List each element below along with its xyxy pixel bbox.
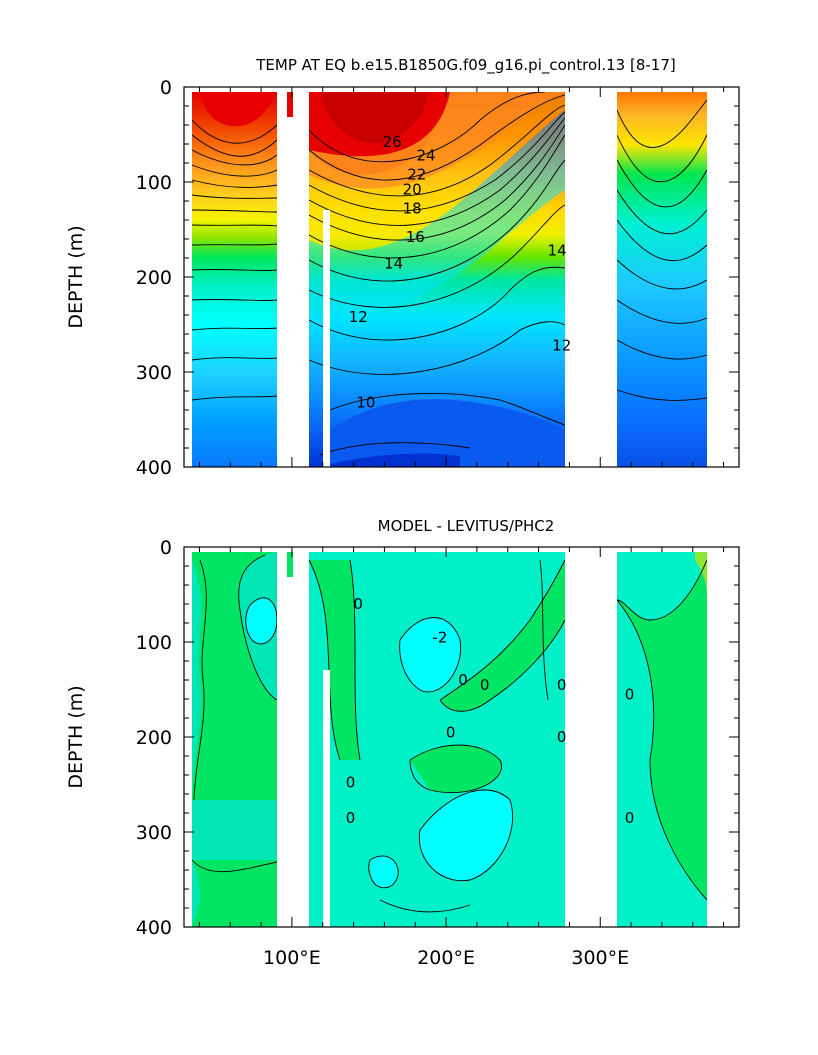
y-tick-label: 200 bbox=[136, 267, 172, 289]
central-deep-blue bbox=[330, 399, 565, 467]
contour-label: 0 bbox=[480, 676, 490, 694]
diff-yellowgreen-patch bbox=[695, 552, 707, 600]
contour-label: 0 bbox=[557, 676, 567, 694]
bottom-strip-green bbox=[287, 552, 293, 577]
contour-label: 24 bbox=[416, 146, 435, 164]
bottom-chart-title: MODEL - LEVITUS/PHC2 bbox=[378, 517, 555, 535]
contour-label: 12 bbox=[552, 336, 571, 354]
bottom-x-ticks: 100°E 200°E 300°E bbox=[198, 547, 725, 969]
x-tick-label: 100°E bbox=[263, 947, 321, 969]
contour-label: 0 bbox=[625, 685, 635, 703]
contour-label: 0 bbox=[346, 809, 356, 827]
top-land-mask-5 bbox=[707, 92, 739, 467]
contour-label: 26 bbox=[383, 133, 402, 151]
bottom-y-ticks: 0 100 200 300 400 bbox=[136, 537, 739, 939]
x-tick-label: 300°E bbox=[571, 947, 629, 969]
top-field-strip bbox=[287, 92, 293, 117]
y-tick-label: 400 bbox=[136, 457, 172, 479]
diff-green-pacific-1 bbox=[309, 560, 360, 760]
diff-green-west bbox=[192, 552, 277, 800]
y-tick-label: 100 bbox=[136, 632, 172, 654]
diff-green-west-deep bbox=[192, 860, 277, 927]
bottom-surface-strip bbox=[184, 547, 739, 552]
central-cyan-tongue bbox=[309, 110, 565, 312]
bottom-land-mask-4 bbox=[565, 552, 617, 927]
contour-label: 0 bbox=[446, 723, 456, 741]
warm-pool-west bbox=[200, 92, 277, 127]
bottom-plot-area bbox=[184, 547, 739, 927]
y-tick-label: 400 bbox=[136, 917, 172, 939]
contour-label: 0 bbox=[625, 809, 635, 827]
contour-label: 18 bbox=[403, 200, 422, 218]
top-field-indian bbox=[192, 92, 277, 467]
top-contours bbox=[191, 91, 708, 456]
bottom-y-axis-label: DEPTH (m) bbox=[65, 685, 87, 788]
y-tick-label: 0 bbox=[160, 537, 172, 559]
contour-label: 22 bbox=[407, 165, 426, 183]
temperature-panel: TEMP AT EQ b.e15.B1850G.f09_g16.pi_contr… bbox=[65, 56, 740, 479]
bottom-land-mask-2 bbox=[293, 552, 309, 927]
top-surface-strip bbox=[184, 87, 739, 92]
difference-panel: MODEL - LEVITUS/PHC2 bbox=[65, 517, 740, 969]
contour-label: 0 bbox=[458, 671, 468, 689]
top-land-mask-3 bbox=[323, 210, 330, 467]
top-x-ticks bbox=[198, 87, 725, 467]
top-y-ticks: 0 100 200 300 400 bbox=[136, 77, 739, 479]
x-tick-label: 200°E bbox=[417, 947, 475, 969]
contour-label: 14 bbox=[384, 255, 403, 273]
thermocline-yellow bbox=[309, 92, 565, 251]
diff-green-atlantic bbox=[617, 560, 707, 900]
contour-label: 0 bbox=[353, 595, 363, 613]
contour-label: -2 bbox=[432, 628, 447, 646]
y-tick-label: 0 bbox=[160, 77, 172, 99]
diff-cyan-pacific-1 bbox=[399, 617, 461, 692]
top-y-axis-label: DEPTH (m) bbox=[65, 225, 87, 328]
contour-label: 12 bbox=[349, 308, 368, 326]
diff-green-pacific-2 bbox=[410, 745, 502, 793]
top-land-mask-4 bbox=[565, 92, 617, 467]
warm-core bbox=[320, 92, 430, 143]
y-tick-label: 300 bbox=[136, 362, 172, 384]
diff-cyan-pacific-3 bbox=[370, 855, 399, 888]
contour-label: 16 bbox=[406, 228, 425, 246]
contour-label: 0 bbox=[557, 728, 567, 746]
contour-label: 0 bbox=[346, 774, 356, 792]
top-field-atlantic bbox=[617, 92, 707, 467]
y-tick-label: 300 bbox=[136, 822, 172, 844]
thermocline-orange bbox=[309, 92, 565, 189]
y-tick-label: 200 bbox=[136, 727, 172, 749]
contour-label: 20 bbox=[403, 181, 422, 199]
top-chart-title: TEMP AT EQ b.e15.B1850G.f09_g16.pi_contr… bbox=[255, 56, 676, 75]
top-land-mask-1 bbox=[277, 92, 287, 467]
central-deepest-blue bbox=[320, 453, 460, 467]
bottom-land-mask-5 bbox=[707, 552, 739, 927]
diff-green-pacific-3 bbox=[440, 560, 565, 712]
contour-label: 10 bbox=[356, 393, 375, 411]
contour-label: 14 bbox=[548, 241, 567, 259]
y-tick-label: 100 bbox=[136, 172, 172, 194]
bottom-land-mask-3 bbox=[323, 670, 330, 927]
diff-cyan-pacific-2 bbox=[419, 790, 513, 881]
top-plot-area bbox=[184, 87, 739, 467]
bottom-land-mask-1 bbox=[277, 552, 287, 927]
diff-cyan-west bbox=[245, 597, 277, 644]
top-land-mask-2 bbox=[293, 92, 309, 467]
bottom-contours bbox=[191, 554, 708, 913]
